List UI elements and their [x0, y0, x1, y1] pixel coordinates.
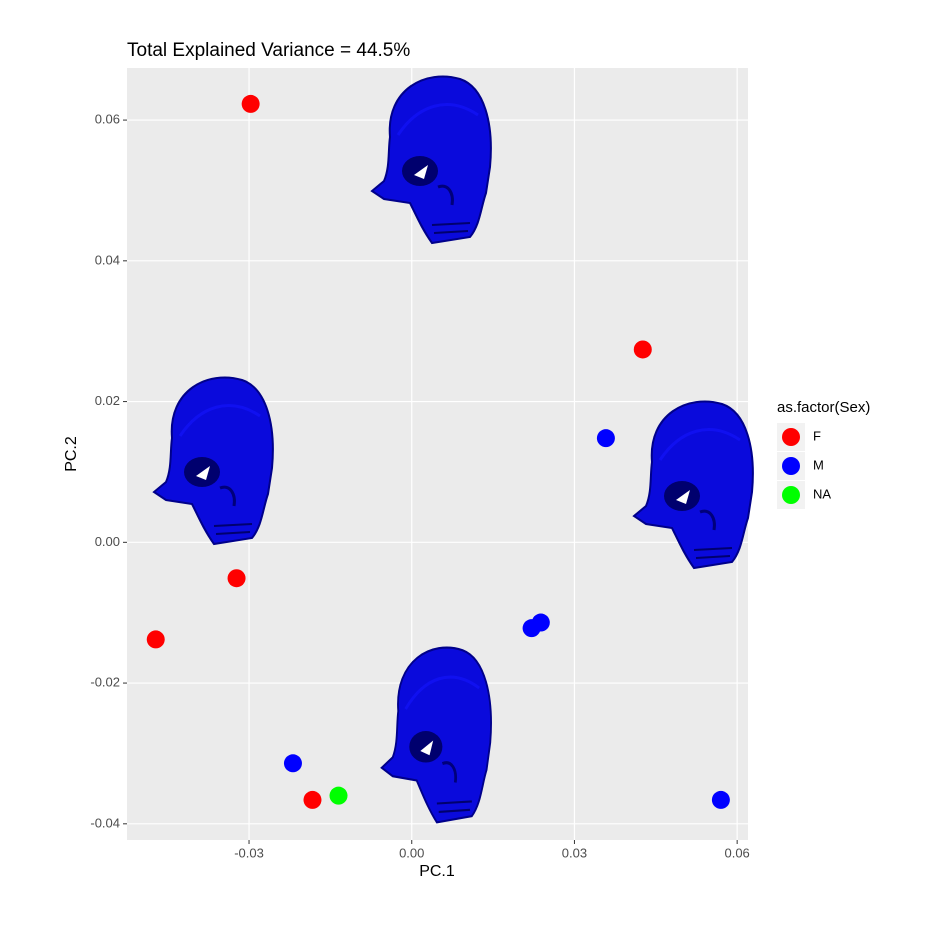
y-tick-label: 0.04 [95, 252, 120, 267]
point [283, 754, 302, 773]
y-tick-label: -0.04 [90, 815, 120, 830]
legend-label: F [813, 428, 821, 443]
y-tick-label: 0.02 [95, 393, 120, 408]
legend-label: NA [813, 486, 831, 501]
legend-label: M [813, 457, 824, 472]
point [531, 613, 550, 632]
points [146, 94, 730, 809]
point [329, 786, 348, 805]
x-tick-label: 0.06 [724, 845, 749, 860]
point [633, 340, 652, 359]
y-tick-label: -0.02 [90, 675, 120, 690]
x-axis-title: PC.1 [419, 863, 455, 880]
point [241, 94, 260, 113]
x-tick-label: 0.00 [399, 845, 424, 860]
point [146, 630, 165, 649]
legend: FM NA [777, 423, 831, 509]
x-tick-label: -0.03 [234, 845, 264, 860]
y-axis-title: PC.2 [63, 436, 80, 472]
x-tick-label: 0.03 [562, 845, 587, 860]
legend-marker [782, 428, 800, 446]
y-tick-label: 0.00 [95, 534, 120, 549]
y-tick-label: 0.06 [95, 112, 120, 127]
chart-title: Total Explained Variance = 44.5% [127, 40, 410, 61]
point [303, 790, 322, 809]
point [596, 429, 615, 448]
legend-title: as.factor(Sex) [777, 399, 870, 416]
legend-marker [782, 486, 800, 504]
point [227, 569, 246, 588]
legend-marker [782, 457, 800, 475]
point [711, 790, 730, 809]
